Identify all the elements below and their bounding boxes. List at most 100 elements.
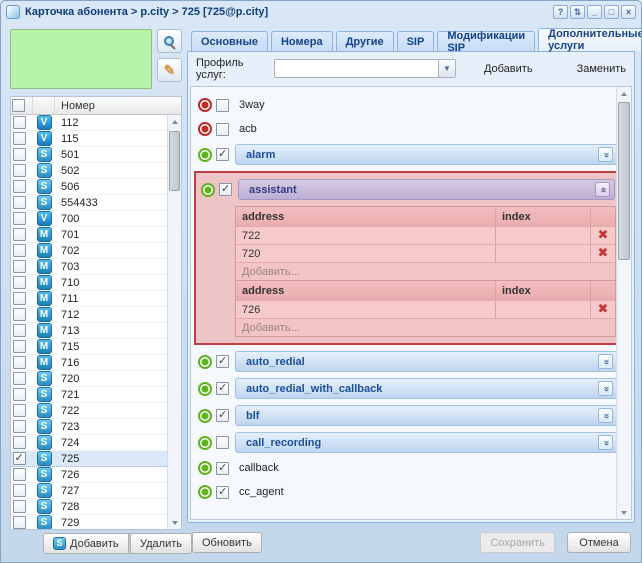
tab-drugie[interactable]: Другие [335, 31, 394, 51]
subscriber-row[interactable]: S 722 [11, 403, 167, 419]
service-enabled-icon[interactable] [198, 381, 212, 396]
subscriber-row[interactable]: S 725 [11, 451, 167, 467]
row-checkbox[interactable] [12, 212, 26, 225]
row-checkbox[interactable] [12, 372, 26, 385]
row-checkbox[interactable] [12, 244, 26, 257]
row-checkbox[interactable] [12, 356, 26, 369]
row-checkbox[interactable] [12, 468, 26, 481]
close-button[interactable]: × [621, 5, 636, 19]
collapse-toggle[interactable]: » [598, 408, 613, 423]
subscriber-row[interactable]: S 506 [11, 179, 167, 195]
profile-replace-button[interactable]: Заменить [576, 62, 626, 75]
row-checkbox[interactable] [12, 420, 26, 433]
subscriber-row[interactable]: S 729 [11, 515, 167, 529]
service-profile-select[interactable]: ▼ [273, 59, 456, 78]
row-checkbox[interactable] [12, 404, 26, 417]
subscriber-row[interactable]: M 711 [11, 291, 167, 307]
row-checkbox[interactable] [12, 132, 26, 145]
subscriber-row[interactable]: M 713 [11, 323, 167, 339]
services-scrollbar[interactable] [616, 87, 631, 519]
service-enabled-icon[interactable] [201, 182, 215, 197]
scroll-thumb[interactable] [169, 131, 180, 191]
scroll-up-button[interactable] [617, 87, 630, 100]
service-checkbox[interactable] [216, 436, 229, 449]
row-checkbox[interactable] [12, 116, 26, 129]
minimize-button[interactable]: _ [587, 5, 602, 19]
service-bar[interactable]: assistant « [238, 179, 615, 200]
service-checkbox[interactable] [216, 408, 229, 422]
subscriber-row[interactable]: S 723 [11, 419, 167, 435]
subscriber-row[interactable]: M 716 [11, 355, 167, 371]
subscriber-row[interactable]: V 115 [11, 131, 167, 147]
collapse-toggle[interactable]: » [598, 435, 613, 450]
subscriber-row[interactable]: M 715 [11, 339, 167, 355]
delete-icon[interactable]: ✖ [597, 228, 609, 243]
service-checkbox[interactable] [216, 485, 229, 499]
row-checkbox[interactable] [12, 148, 26, 161]
subscriber-row[interactable]: S 726 [11, 467, 167, 483]
search-input[interactable] [10, 29, 152, 89]
subscriber-row[interactable]: V 700 [11, 211, 167, 227]
service-bar[interactable]: blf » [235, 405, 618, 426]
scroll-down-button[interactable] [168, 516, 181, 529]
service-checkbox[interactable] [216, 354, 229, 368]
help-button[interactable]: ? [553, 5, 568, 19]
service-checkbox[interactable] [216, 147, 229, 161]
table-add-row[interactable]: Добавить... [236, 262, 615, 280]
select-all-checkbox[interactable] [12, 99, 25, 112]
service-checkbox[interactable] [219, 182, 232, 196]
row-checkbox[interactable] [12, 292, 26, 305]
tab-modifikacii-sip[interactable]: Модификации SIP [437, 30, 536, 54]
cancel-button[interactable]: Отмена [567, 532, 631, 553]
service-checkbox[interactable] [216, 461, 229, 475]
table-row[interactable]: 722 ✖ [236, 226, 615, 244]
subscriber-row[interactable]: S 727 [11, 483, 167, 499]
subscriber-row[interactable]: M 703 [11, 259, 167, 275]
combo-dropdown-button[interactable]: ▼ [437, 60, 455, 77]
table-add-row[interactable]: Добавить... [236, 318, 615, 336]
tab-sip[interactable]: SIP [396, 31, 435, 51]
subscriber-row[interactable]: S 720 [11, 371, 167, 387]
row-checkbox[interactable] [12, 276, 26, 289]
row-checkbox[interactable] [12, 308, 26, 321]
collapse-toggle[interactable]: « [595, 182, 610, 197]
scroll-thumb[interactable] [618, 102, 630, 260]
service-checkbox[interactable] [216, 381, 229, 395]
service-bar[interactable]: auto_redial_with_callback » [235, 378, 618, 399]
edit-button[interactable]: ✎ [157, 58, 182, 82]
service-enabled-icon[interactable] [198, 147, 212, 162]
refresh-button[interactable]: Обновить [192, 532, 262, 553]
row-checkbox[interactable] [12, 436, 26, 449]
add-subscriber-button[interactable]: S Добавить [43, 533, 129, 554]
subscriber-row[interactable]: S 724 [11, 435, 167, 451]
row-checkbox[interactable] [12, 228, 26, 241]
scroll-down-button[interactable] [617, 506, 630, 519]
row-checkbox[interactable] [12, 180, 26, 193]
maximize-button[interactable]: □ [604, 5, 619, 19]
delete-icon[interactable]: ✖ [597, 302, 609, 317]
service-checkbox[interactable] [216, 122, 229, 136]
subscriber-row[interactable]: S 721 [11, 387, 167, 403]
collapse-toggle[interactable]: » [598, 381, 613, 396]
profile-add-button[interactable]: Добавить [483, 62, 533, 75]
service-checkbox[interactable] [216, 98, 229, 112]
row-checkbox[interactable] [12, 324, 26, 337]
row-checkbox[interactable] [12, 196, 26, 209]
refresh-button[interactable]: ⇅ [570, 5, 585, 19]
row-checkbox[interactable] [12, 340, 26, 353]
scroll-up-button[interactable] [168, 115, 181, 128]
service-enabled-icon[interactable] [198, 408, 212, 423]
subscriber-row[interactable]: S 554433 [11, 195, 167, 211]
row-checkbox[interactable] [12, 260, 26, 273]
subscriber-row[interactable]: M 701 [11, 227, 167, 243]
row-checkbox[interactable] [12, 388, 26, 401]
row-checkbox[interactable] [12, 451, 26, 465]
search-button[interactable] [157, 29, 182, 53]
row-checkbox[interactable] [12, 500, 26, 513]
service-enabled-icon[interactable] [198, 354, 212, 369]
service-disabled-icon[interactable] [198, 98, 212, 112]
tab-osnovnye[interactable]: Основные [191, 31, 268, 51]
subscriber-row[interactable]: S 502 [11, 163, 167, 179]
service-bar[interactable]: call_recording » [235, 432, 618, 453]
tab-dopolnitelnye-uslugi[interactable]: Дополнительные услуги [538, 28, 641, 52]
